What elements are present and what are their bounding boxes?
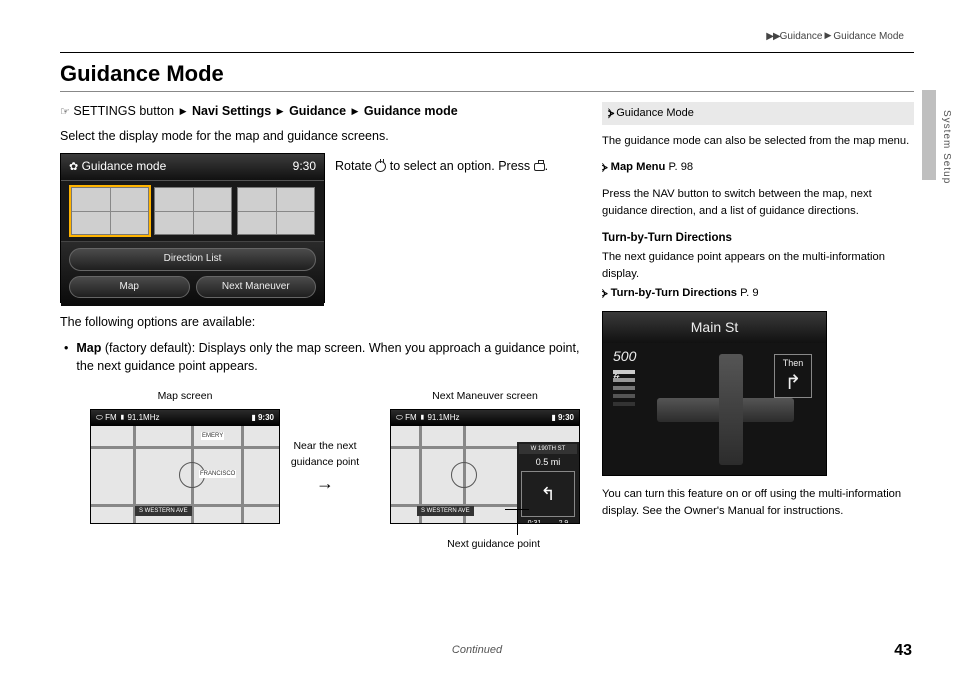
options-intro: The following options are available: <box>60 313 580 331</box>
thumb-next-maneuver[interactable] <box>237 187 315 235</box>
sidebar-heading: ⦔Guidance Mode <box>602 102 914 125</box>
section-tab-label: System Setup <box>941 110 952 184</box>
tbt-heading: Turn-by-Turn Directions <box>602 230 914 247</box>
guidance-mode-screenshot: ✿ Guidance mode 9:30 Direction List Map … <box>60 153 325 303</box>
map-screen-fig: ⬭ FM ▮ 91.1MHz ▮ 9:30 EMERY FRANCISCO S … <box>90 409 280 524</box>
map-menu-link[interactable]: ⦔Map Menu P. 98 <box>602 159 914 176</box>
then-box: Then ↱ <box>774 354 812 398</box>
thumb-map[interactable] <box>71 187 149 235</box>
turn-right-icon: ↱ <box>775 371 811 397</box>
clock-label: 9:30 <box>293 158 316 175</box>
thumb-direction-list[interactable] <box>154 187 232 235</box>
map-button[interactable]: Map <box>69 276 190 299</box>
next-guidance-point-label: Next guidance point <box>447 537 540 552</box>
next-maneuver-panel: W 190TH ST 0.5 mi 0:312.9 <box>517 442 579 523</box>
tbt-link[interactable]: ⦔Turn-by-Turn Directions P. 9 <box>602 285 914 302</box>
sidebar-p1: The guidance mode can also be selected f… <box>602 133 914 150</box>
page-number: 43 <box>894 642 912 660</box>
next-maneuver-fig: ⬭ FM ▮ 91.1MHz ▮ 9:30 S WESTERN AVE W 19… <box>390 409 580 524</box>
press-icon <box>534 163 545 171</box>
section-tab <box>922 90 936 180</box>
main-column: ☞ SETTINGS button ▶ Navi Settings ▶ Guid… <box>60 102 580 530</box>
intro-text: Select the display mode for the map and … <box>60 127 580 145</box>
hand-icon: ☞ <box>60 106 70 118</box>
next-maneuver-caption: Next Maneuver screen <box>390 389 580 404</box>
main-st-figure: Main St 500ft Then ↱ <box>602 311 827 476</box>
map-figures: Map screen ⬭ FM ▮ 91.1MHz ▮ 9:30 EMERY <box>60 389 580 523</box>
option-map: • Map (factory default): Displays only t… <box>64 339 580 375</box>
page-title: Guidance Mode <box>60 61 914 87</box>
settings-path: ☞ SETTINGS button ▶ Navi Settings ▶ Guid… <box>60 102 580 121</box>
distance-bars-icon <box>613 370 635 410</box>
gear-icon: ✿ <box>69 161 78 173</box>
dial-icon <box>375 161 386 172</box>
direction-list-button[interactable]: Direction List <box>69 248 316 271</box>
map-screen-caption: Map screen <box>90 389 280 404</box>
rotate-instruction: Rotate to select an option. Press . <box>335 153 565 175</box>
transition-label: Near the next guidance point <box>275 439 375 496</box>
sidebar-column: ⦔Guidance Mode The guidance mode can als… <box>602 102 914 530</box>
tbt-body: The next guidance point appears on the m… <box>602 249 914 283</box>
breadcrumb-arrows: ▶▶ <box>766 31 779 42</box>
breadcrumb: ▶▶Guidance▶Guidance Mode <box>766 30 904 42</box>
sidebar-p3: You can turn this feature on or off usin… <box>602 486 914 520</box>
sidebar-p2: Press the NAV button to switch between t… <box>602 186 914 220</box>
main-st-title: Main St <box>603 312 826 343</box>
continued-label: Continued <box>452 644 502 656</box>
callout-line <box>517 509 518 535</box>
next-maneuver-button[interactable]: Next Maneuver <box>196 276 317 299</box>
